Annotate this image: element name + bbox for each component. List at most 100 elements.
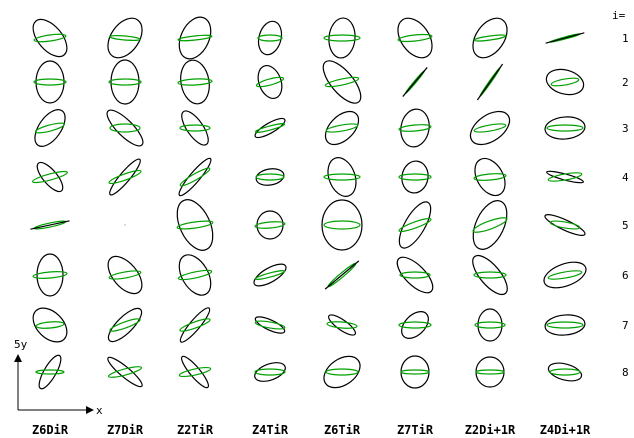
outer-ellipse xyxy=(179,307,211,343)
row-label: 7 xyxy=(622,319,629,332)
inner-ellipse xyxy=(179,318,211,332)
inner-ellipse xyxy=(255,173,285,181)
inner-ellipse xyxy=(323,220,361,230)
column-label: Z4Di+1R xyxy=(540,423,591,437)
inner-ellipse xyxy=(473,34,507,42)
ellipse-cell xyxy=(475,356,505,388)
inner-ellipse xyxy=(546,321,584,329)
outer-ellipse xyxy=(254,117,286,139)
ellipse-cell xyxy=(472,17,508,59)
outer-ellipse xyxy=(32,307,68,343)
inner-ellipse xyxy=(257,34,283,42)
inner-ellipse xyxy=(398,173,432,181)
outer-ellipse xyxy=(545,68,585,96)
ellipse-cell xyxy=(473,157,507,197)
outer-ellipse xyxy=(543,261,587,289)
column-label: Z6DiR xyxy=(32,423,69,437)
row-label: 8 xyxy=(622,366,629,379)
outer-ellipse xyxy=(181,110,209,146)
outer-ellipse xyxy=(34,109,66,147)
inner-ellipse xyxy=(31,170,69,184)
ellipse-cell xyxy=(474,308,506,342)
ellipse-cell xyxy=(326,314,358,336)
ellipse-cell xyxy=(179,307,211,343)
outer-ellipse xyxy=(400,355,430,389)
ellipse-cell xyxy=(179,110,211,146)
outer-ellipse xyxy=(323,355,361,389)
ellipse-cell xyxy=(398,311,432,339)
outer-ellipse xyxy=(110,59,140,105)
ellipse-cell xyxy=(543,261,587,289)
ellipse-cell xyxy=(177,16,213,60)
ellipse-cell xyxy=(322,60,362,104)
row-label: 3 xyxy=(622,122,629,135)
outer-ellipse xyxy=(400,108,430,148)
outer-ellipse xyxy=(544,214,586,236)
ellipse-cell xyxy=(255,64,285,100)
inner-ellipse xyxy=(475,369,505,375)
inner-ellipse xyxy=(32,271,68,279)
outer-ellipse xyxy=(327,314,357,336)
column-label: Z7DiR xyxy=(107,423,144,437)
degenerate-ellipse-line xyxy=(402,67,428,97)
outer-ellipse xyxy=(180,59,210,105)
inner-ellipse xyxy=(398,124,432,132)
outer-ellipse xyxy=(32,18,68,58)
ellipse-cell xyxy=(31,161,69,193)
ellipse-cell xyxy=(469,110,511,146)
ellipse-cell xyxy=(545,32,585,44)
degenerate-ellipse-line xyxy=(324,260,360,290)
ellipse-cell xyxy=(32,253,68,297)
ellipse-cell xyxy=(397,17,433,59)
empty-cell-dot xyxy=(124,224,126,226)
ellipse-cell xyxy=(33,60,67,104)
outer-ellipse xyxy=(472,17,508,59)
outer-ellipse xyxy=(321,199,363,251)
ellipse-cell xyxy=(107,307,143,343)
ellipse-cell xyxy=(324,110,360,146)
inner-ellipse xyxy=(549,220,581,230)
ellipse-cell xyxy=(547,362,583,382)
outer-ellipse xyxy=(256,210,284,240)
inner-ellipse xyxy=(323,34,361,42)
inner-ellipse xyxy=(109,35,141,41)
inner-ellipse xyxy=(108,169,142,185)
inner-ellipse xyxy=(398,321,432,329)
outer-ellipse xyxy=(178,157,212,197)
ellipse-cell xyxy=(254,316,286,334)
inner-ellipse xyxy=(473,173,507,181)
outer-ellipse xyxy=(109,158,141,196)
outer-ellipse xyxy=(477,308,503,342)
inner-ellipse xyxy=(34,122,66,134)
column-label: Z7TiR xyxy=(397,423,434,437)
ellipse-cell xyxy=(32,18,68,58)
ellipse-cell xyxy=(255,168,285,186)
column-label: Z6TiR xyxy=(324,423,361,437)
inner-ellipse xyxy=(109,318,141,332)
outer-ellipse xyxy=(472,254,508,296)
inner-ellipse xyxy=(326,321,358,329)
ellipse-cell xyxy=(398,108,432,148)
inner-ellipse xyxy=(108,78,142,86)
inner-ellipse xyxy=(398,217,432,233)
ellipse-cell xyxy=(108,59,142,105)
ellipse-cell xyxy=(254,210,286,240)
outer-ellipse xyxy=(327,157,357,197)
inner-ellipse xyxy=(397,33,433,43)
inner-ellipse xyxy=(473,123,507,133)
ellipse-cell xyxy=(323,17,361,59)
axes-indicator: 5y x xyxy=(14,338,103,417)
outer-ellipse xyxy=(35,60,65,104)
inner-ellipse xyxy=(254,270,286,280)
outer-ellipse xyxy=(401,160,429,194)
inner-ellipse xyxy=(550,77,580,87)
column-label: Z2TiR xyxy=(177,423,214,437)
inner-ellipse xyxy=(179,167,211,187)
inner-ellipse xyxy=(177,34,213,42)
ellipse-cell xyxy=(402,67,428,97)
inner-ellipse xyxy=(325,368,359,376)
inner-ellipse xyxy=(546,124,584,132)
x-arrowhead-icon xyxy=(86,406,94,414)
ellipse-cell xyxy=(34,109,66,147)
